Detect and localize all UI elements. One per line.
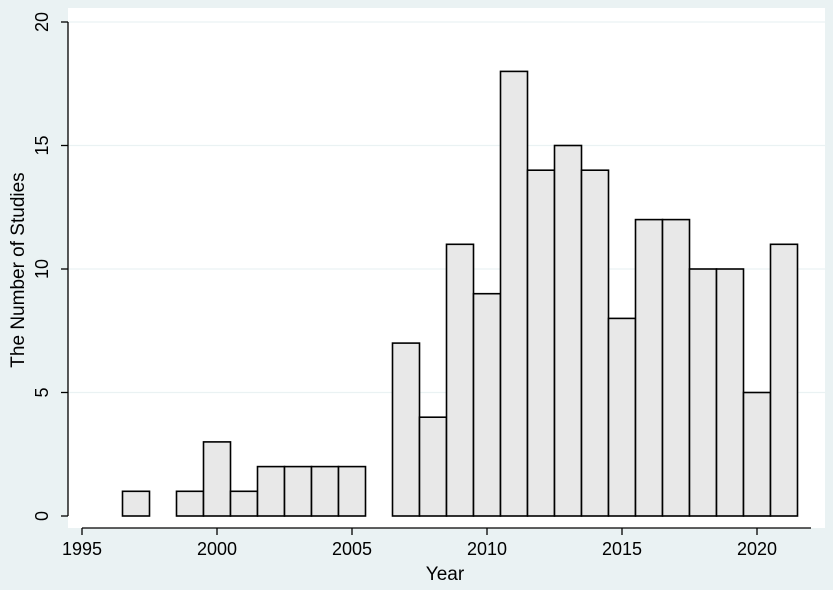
histogram-bar [445,243,475,517]
x-tick-label: 2005 [332,539,372,559]
x-tick-label: 2020 [737,539,777,559]
bars [121,70,799,517]
x-tick-label: 2015 [602,539,642,559]
histogram-bar [499,70,529,517]
y-tick-label: 5 [32,387,52,397]
y-axis-title: The Number of Studies [8,172,29,367]
histogram-bar [418,416,448,517]
histogram-bar [607,317,637,517]
x-axis-title: Year [426,564,465,585]
histogram-bar [391,342,421,517]
histogram-bar [769,243,799,517]
histogram-bar [580,169,610,517]
histogram-bar [175,490,205,517]
histogram-bar [715,268,745,517]
histogram-bar [472,292,502,517]
histogram-bar [688,268,718,517]
histogram-bar [661,218,691,517]
histogram-bar [202,441,232,517]
histogram-bar [121,490,151,517]
histogram-bar [526,169,556,517]
axes: 0 5 10 15 20 1995 2000 2005 2010 2015 2020 [32,12,811,559]
histogram-bar [310,465,340,517]
y-tick-label: 0 [32,511,52,521]
x-tick-label: 1995 [62,539,102,559]
histogram-bar [553,144,583,517]
x-tick-label: 2010 [467,539,507,559]
histogram-bar [742,391,772,517]
y-tick-label: 15 [32,135,52,155]
histogram-bar [634,218,664,517]
y-tick-label: 20 [32,12,52,32]
histogram-bar [256,465,286,517]
y-tick-label: 10 [32,259,52,279]
histogram-bar [283,465,313,517]
histogram-bar [229,490,259,517]
x-tick-label: 2000 [197,539,237,559]
histogram-bar [337,465,367,517]
